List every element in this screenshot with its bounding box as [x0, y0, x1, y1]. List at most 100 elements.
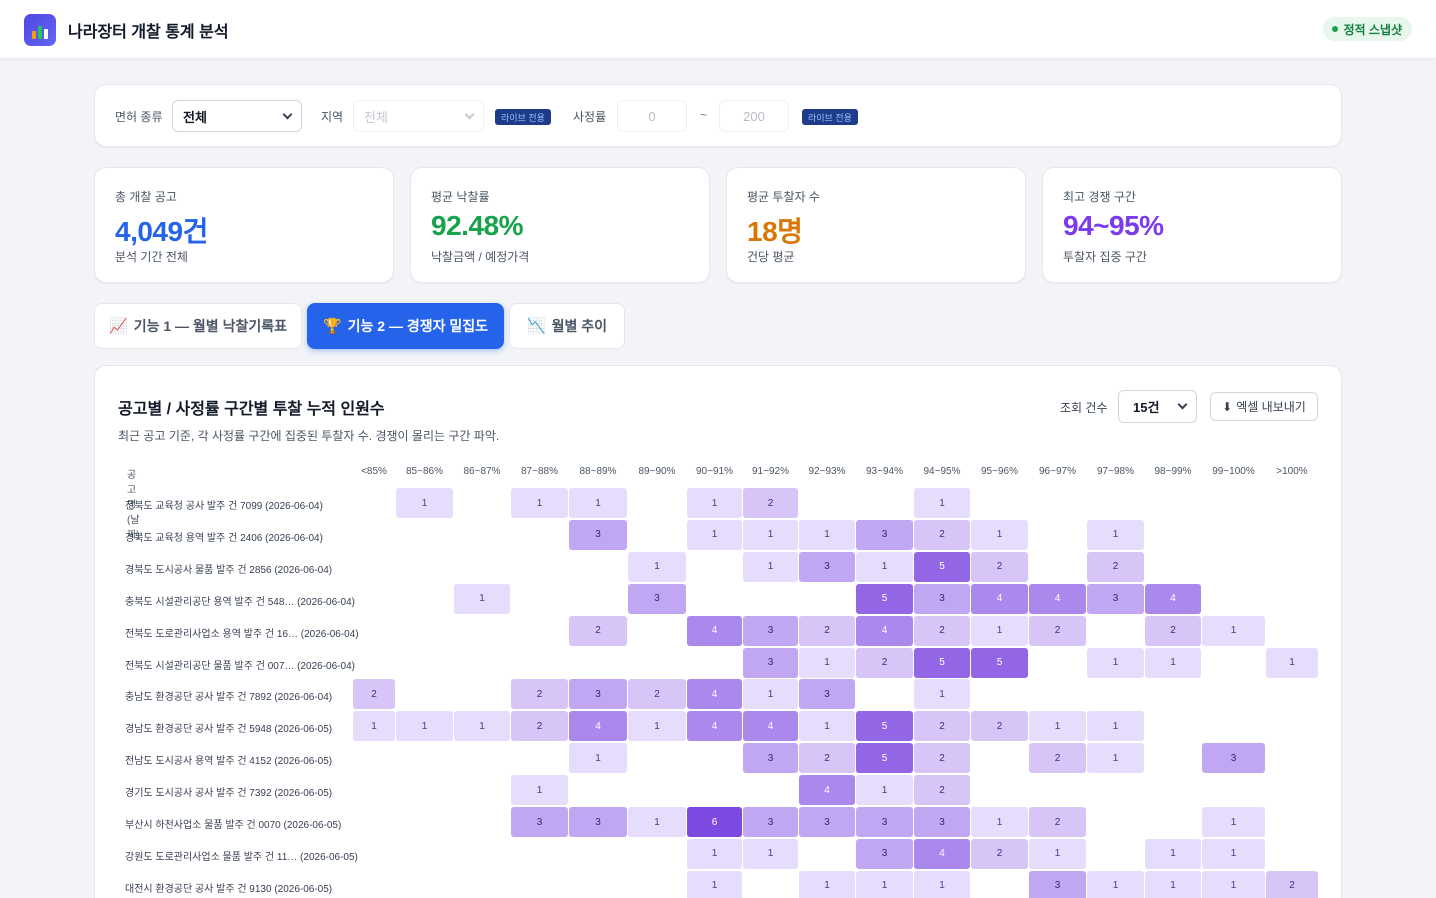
heatmap-cell: 1 [743, 519, 798, 550]
chevron-down-icon [1177, 399, 1188, 410]
heatmap-cell: 1 [799, 711, 855, 742]
snapshot-badge-label: 정적 스냅샷 [1343, 22, 1402, 37]
heatmap-cell: 5 [971, 647, 1028, 678]
stat-label: 평균 낙찰률 [431, 190, 490, 204]
heatmap-cell: 3 [799, 807, 855, 837]
live-only-tag: 라이브 전용 [802, 109, 858, 125]
count-select-value: 15건 [1133, 400, 1160, 415]
heatmap-cell: 3 [856, 807, 913, 837]
heatmap-cell: 1 [1087, 519, 1144, 550]
heatmap-cell: 1 [628, 551, 686, 582]
app-title: 나라장터 개찰 통계 분석 [68, 24, 229, 41]
heatmap-cell: 4 [914, 838, 970, 869]
heatmap-cell: 1 [1145, 647, 1201, 678]
stat-value: 92.48% [431, 210, 523, 241]
heatmap-cell: 1 [1087, 743, 1144, 774]
column-header: 98~99% [1154, 466, 1192, 477]
heatmap-cell: 3 [1087, 583, 1144, 614]
rate-min-input[interactable]: 0 [617, 100, 687, 132]
column-header: 89~90% [638, 466, 676, 477]
heatmap-cell: 5 [856, 743, 913, 774]
license-select-value: 전체 [183, 109, 207, 125]
heatmap-cell: 2 [511, 711, 568, 742]
row-label: 전북도 시설관리공단 물품 발주 건 007… (2026-06-04) [125, 660, 355, 672]
heatmap-cell: 1 [914, 870, 970, 898]
heatmap-cell: 1 [743, 838, 798, 869]
heatmap-cell: 3 [914, 807, 970, 837]
heatmap-cell: 1 [511, 488, 568, 518]
heatmap-cell: 2 [799, 615, 855, 646]
column-header: 85~86% [406, 466, 443, 477]
heatmap-cell: 3 [569, 679, 627, 710]
region-select-value: 전체 [364, 109, 388, 125]
heatmap-cell: 2 [971, 551, 1028, 582]
export-label: 엑셀 내보내기 [1236, 400, 1306, 414]
heatmap-cell: 1 [1202, 807, 1265, 837]
heatmap-cell: 4 [569, 711, 627, 742]
heatmap-cell: 1 [569, 488, 627, 518]
heatmap-cell: 4 [687, 615, 742, 646]
row-label: 경북도 교육청 용역 발주 건 2406 (2026-06-04) [125, 532, 323, 544]
heatmap-cell: 1 [971, 519, 1028, 550]
heatmap-cell: 3 [1202, 743, 1265, 774]
heatmap-cell: 1 [1029, 711, 1086, 742]
region-select[interactable]: 전체 [353, 100, 484, 132]
license-select[interactable]: 전체 [172, 100, 302, 132]
tab-monthly-trend[interactable]: 📉 월별 추이 [509, 303, 625, 349]
panel-description: 최근 공고 기준, 각 사정률 구간에 집중된 투찰자 수. 경쟁이 몰리는 구… [118, 429, 500, 443]
heatmap-cell: 1 [1087, 647, 1144, 678]
heatmap-cell: 2 [914, 615, 970, 646]
heatmap-cell: 2 [799, 743, 855, 774]
column-header: 87~88% [521, 466, 558, 477]
heatmap-cell: 1 [856, 870, 913, 898]
heatmap-cell: 3 [569, 519, 627, 550]
column-header: 94~95% [923, 466, 961, 477]
tab-monthly-record[interactable]: 📈 기능 1 — 월별 낙찰기록표 [94, 303, 302, 349]
heatmap-cell: 1 [971, 615, 1028, 646]
row-label: 전남도 도시공사 용역 발주 건 4152 (2026-06-05) [125, 756, 333, 768]
heatmap-cell: 2 [743, 488, 798, 518]
snapshot-badge: 정적 스냅샷 [1323, 17, 1412, 41]
stat-sub: 투찰자 집중 구간 [1063, 250, 1147, 264]
tab-competitor-density[interactable]: 🏆 기능 2 — 경쟁자 밀집도 [307, 303, 504, 349]
heatmap-cell: 2 [569, 615, 627, 646]
heatmap-cell: 2 [628, 679, 686, 710]
stat-card-total: 총 개찰 공고 4,049건 분석 기간 전체 [94, 167, 394, 283]
top-bar: 나라장터 개찰 통계 분석 정적 스냅샷 [0, 0, 1436, 59]
heatmap-cell: 1 [353, 711, 395, 742]
stat-sub: 낙찰금액 / 예정가격 [431, 250, 530, 264]
heatmap-cell: 1 [1145, 838, 1201, 869]
heatmap-cell: 2 [914, 743, 970, 774]
heatmap-cell: 3 [799, 551, 855, 582]
heatmap-cell: 2 [914, 775, 970, 806]
heatmap-cell: 1 [1202, 615, 1265, 646]
heatmap-cell: 2 [1029, 615, 1086, 646]
stat-label: 최고 경쟁 구간 [1063, 190, 1136, 204]
rate-max-input[interactable]: 200 [719, 100, 789, 132]
heatmap-cell: 1 [971, 807, 1028, 837]
heatmap-cell: 1 [743, 551, 798, 582]
count-select[interactable]: 15건 [1118, 390, 1197, 423]
heatmap-cell: 1 [454, 711, 510, 742]
heatmap-cell: 1 [569, 743, 627, 774]
heatmap-cell: 4 [856, 615, 913, 646]
heatmap-cell: 4 [743, 711, 798, 742]
column-header: 95~96% [981, 466, 1018, 477]
heatmap-cell: 2 [1266, 870, 1318, 898]
heatmap-cell: 3 [1029, 870, 1086, 898]
heatmap-cell: 2 [971, 838, 1028, 869]
heatmap-cell: 2 [511, 679, 568, 710]
heatmap-cell: 1 [743, 679, 798, 710]
export-excel-button[interactable]: ⬇ 엑셀 내보내기 [1210, 392, 1318, 421]
column-header: 97~98% [1097, 466, 1134, 477]
heatmap-cell: 1 [1029, 838, 1086, 869]
heatmap-cell: 5 [856, 711, 913, 742]
heatmap-cell: 1 [856, 775, 913, 806]
status-dot-icon [1332, 26, 1339, 32]
column-header: 93~94% [866, 466, 903, 477]
stat-card-rate: 평균 낙찰률 92.48% 낙찰금액 / 예정가격 [410, 167, 710, 283]
range-separator: ~ [700, 108, 708, 122]
heatmap-cell: 4 [971, 583, 1028, 614]
heatmap-cell: 2 [914, 519, 970, 550]
column-header: >100% [1276, 466, 1308, 477]
